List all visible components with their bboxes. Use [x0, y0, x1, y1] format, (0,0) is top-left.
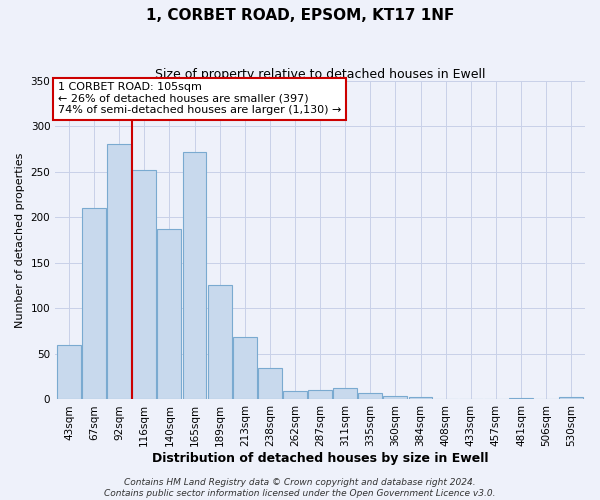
Title: Size of property relative to detached houses in Ewell: Size of property relative to detached ho…: [155, 68, 485, 80]
Text: 1 CORBET ROAD: 105sqm
← 26% of detached houses are smaller (397)
74% of semi-det: 1 CORBET ROAD: 105sqm ← 26% of detached …: [58, 82, 341, 116]
Bar: [107, 144, 131, 400]
Bar: [283, 392, 307, 400]
Bar: [383, 396, 407, 400]
Bar: [509, 398, 533, 400]
Bar: [182, 152, 206, 400]
Bar: [434, 398, 458, 400]
Bar: [157, 229, 181, 400]
Y-axis label: Number of detached properties: Number of detached properties: [15, 152, 25, 328]
Bar: [133, 170, 156, 400]
Text: 1, CORBET ROAD, EPSOM, KT17 1NF: 1, CORBET ROAD, EPSOM, KT17 1NF: [146, 8, 454, 22]
Text: Contains HM Land Registry data © Crown copyright and database right 2024.
Contai: Contains HM Land Registry data © Crown c…: [104, 478, 496, 498]
Bar: [233, 336, 257, 400]
Bar: [82, 208, 106, 400]
Bar: [57, 345, 81, 400]
Bar: [308, 390, 332, 400]
Bar: [358, 393, 382, 400]
Bar: [409, 396, 433, 400]
X-axis label: Distribution of detached houses by size in Ewell: Distribution of detached houses by size …: [152, 452, 488, 465]
Bar: [258, 368, 282, 400]
Bar: [559, 396, 583, 400]
Bar: [333, 388, 357, 400]
Bar: [208, 284, 232, 400]
Bar: [484, 398, 508, 400]
